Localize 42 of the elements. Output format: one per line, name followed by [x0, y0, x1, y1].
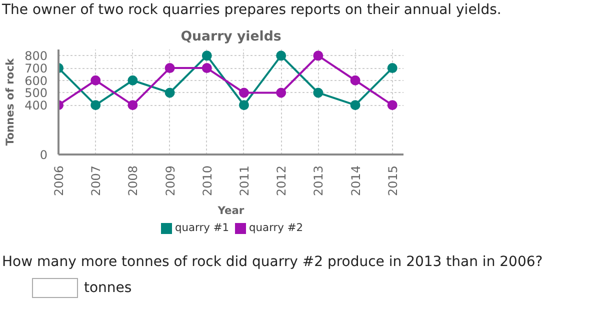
x-tick-label: 2010: [200, 165, 214, 196]
point: [313, 88, 324, 98]
y-tick-label: 500: [24, 86, 48, 100]
x-axis-title: Year: [216, 204, 245, 218]
point: [164, 88, 175, 98]
legend-label: quarry #1: [175, 221, 230, 234]
point: [90, 75, 101, 86]
point: [276, 50, 286, 61]
point: [164, 63, 175, 74]
point: [350, 100, 360, 110]
y-tick-label: 0: [40, 148, 48, 162]
y-tick-label: 700: [24, 62, 48, 76]
x-tick-label: 2009: [163, 165, 178, 196]
point: [387, 63, 398, 74]
point: [128, 100, 138, 110]
x-tick-label: 2011: [237, 165, 252, 196]
point: [128, 75, 138, 86]
x-tick-label: 2012: [274, 165, 289, 196]
text: tonnes: [83, 279, 132, 298]
y-tick-label: 600: [24, 74, 48, 88]
point: [202, 50, 212, 61]
point: [350, 75, 360, 86]
point: [387, 100, 398, 110]
point: [202, 63, 212, 74]
y-axis-title: Tonnes of rock: [4, 57, 17, 146]
x-tick-label: 2013: [312, 165, 326, 196]
text: How many more tonnes of rock did quarry #2 produce in 2013 than in 2006?: [2, 253, 543, 272]
x-tick-label: 2014: [348, 165, 363, 196]
x-tick-label: 2008: [126, 165, 140, 196]
point: [238, 100, 249, 110]
y-tick-label: 800: [24, 49, 48, 64]
point: [313, 50, 324, 61]
point: [238, 88, 249, 98]
text: The owner of two rock quarries prepares reports on their annual yields.: [2, 1, 502, 20]
y-tick-label: 400: [24, 98, 48, 113]
point: [90, 100, 101, 110]
point: [276, 88, 286, 98]
chart-title: Quarry yields: [180, 30, 282, 44]
x-tick-label: 2007: [89, 165, 104, 196]
legend-label: quarry #2: [249, 221, 304, 234]
x-tick-label: 2015: [386, 165, 400, 196]
x-tick-label: 2006: [52, 165, 66, 196]
